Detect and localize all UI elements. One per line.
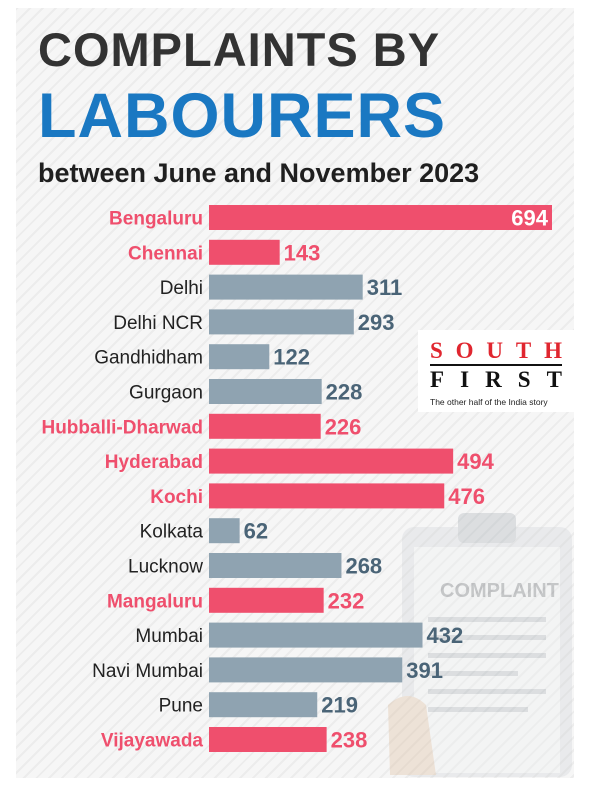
clipboard-label: COMPLAINT: [440, 580, 559, 602]
bar-navi-mumbai: [209, 657, 403, 683]
value-label: 293: [358, 310, 395, 335]
bar-hubballi-dharwad: [209, 413, 321, 439]
bar-mumbai: [209, 622, 423, 648]
value-label: 238: [331, 728, 368, 753]
bar-gurgaon: [209, 379, 322, 404]
category-label: Bengaluru: [109, 209, 203, 230]
value-label: 219: [321, 693, 358, 718]
category-label: Hyderabad: [105, 452, 203, 473]
logo-word-south: S O U T H: [430, 338, 562, 363]
value-label: 268: [345, 554, 382, 579]
value-label: 391: [406, 658, 443, 683]
subtitle: between June and November 2023: [38, 158, 480, 188]
category-label: Vijayawada: [101, 731, 204, 752]
value-label: 226: [325, 414, 362, 439]
bar-delhi-ncr: [209, 309, 354, 335]
category-label: Chennai: [128, 243, 203, 264]
category-label: Mumbai: [135, 626, 203, 647]
category-label: Delhi NCR: [113, 313, 203, 334]
title-line-2: LABOURERS: [38, 81, 447, 151]
category-label: Lucknow: [128, 557, 203, 578]
bar-pune: [209, 692, 318, 718]
value-label: 494: [457, 449, 494, 474]
bar-lucknow: [209, 553, 342, 578]
category-label: Pune: [159, 696, 203, 717]
title-line-1: COMPLAINTS BY: [38, 23, 441, 76]
bar-delhi: [209, 274, 363, 300]
clipboard-complaint-icon: COMPLAINT: [388, 513, 572, 777]
bar-kochi: [209, 483, 445, 509]
category-label: Mangaluru: [107, 591, 203, 612]
bar-mangaluru: [209, 587, 324, 613]
bar-hyderabad: [209, 448, 454, 474]
category-label: Gandhidham: [94, 348, 203, 369]
value-label: 694: [511, 206, 548, 231]
bar-bengaluru: [209, 205, 552, 230]
value-label: 476: [448, 484, 485, 509]
category-label: Hubballi-Dharwad: [41, 417, 203, 438]
category-label: Kochi: [150, 487, 203, 508]
value-label: 432: [427, 623, 464, 648]
value-label: 228: [326, 380, 363, 405]
category-label: Gurgaon: [129, 383, 203, 404]
category-label: Navi Mumbai: [92, 661, 203, 682]
logo-word-first: F I R S T: [430, 367, 562, 392]
value-label: 122: [273, 345, 310, 370]
logo-rule: [430, 364, 562, 366]
south-first-logo: S O U T H F I R S T The other half of th…: [418, 330, 574, 412]
bar-chennai: [209, 239, 280, 265]
value-label: 311: [367, 275, 403, 300]
logo-tagline: The other half of the India story: [430, 397, 548, 407]
value-label: 143: [284, 240, 321, 265]
value-label: 62: [244, 519, 268, 544]
category-label: Kolkata: [140, 522, 204, 543]
category-label: Delhi: [160, 278, 203, 299]
value-label: 232: [328, 588, 365, 613]
bar-vijayawada: [209, 727, 327, 752]
bar-kolkata: [209, 518, 240, 544]
bar-gandhidham: [209, 344, 270, 370]
